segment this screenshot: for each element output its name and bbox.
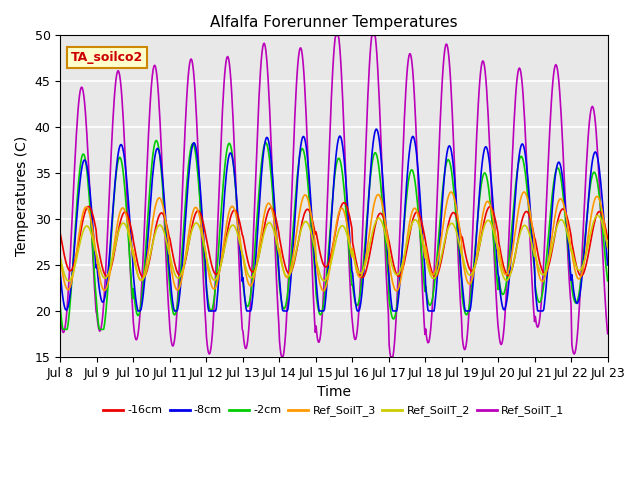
-2cm	[152, 138, 160, 144]
-16cm	[418, 220, 426, 226]
-2cm	[209, 305, 216, 311]
Ref_SoilT_2	[124, 227, 131, 232]
-8cm	[604, 262, 611, 268]
Ref_SoilT_3	[178, 275, 186, 280]
-16cm	[56, 231, 64, 237]
Y-axis label: Temperatures (C): Temperatures (C)	[15, 136, 29, 256]
Text: TA_soilco2: TA_soilco2	[71, 51, 143, 64]
Title: Alfalfa Forerunner Temperatures: Alfalfa Forerunner Temperatures	[210, 15, 458, 30]
-16cm	[67, 268, 74, 274]
Legend: -16cm, -8cm, -2cm, Ref_SoilT_3, Ref_SoilT_2, Ref_SoilT_1: -16cm, -8cm, -2cm, Ref_SoilT_3, Ref_Soil…	[99, 401, 569, 421]
Ref_SoilT_2	[401, 249, 409, 254]
Ref_SoilT_1	[332, 33, 340, 38]
Ref_SoilT_2	[56, 255, 64, 261]
-8cm	[179, 254, 187, 260]
-2cm	[56, 304, 64, 310]
-8cm	[123, 175, 131, 181]
Line: -16cm: -16cm	[60, 203, 607, 277]
Ref_SoilT_2	[179, 266, 187, 272]
Ref_SoilT_3	[56, 255, 64, 261]
-2cm	[124, 218, 131, 224]
Ref_SoilT_3	[520, 189, 528, 195]
-16cm	[358, 275, 366, 280]
-2cm	[60, 326, 67, 332]
Ref_SoilT_3	[417, 228, 425, 234]
-2cm	[604, 278, 611, 284]
-16cm	[604, 236, 611, 242]
Line: -2cm: -2cm	[60, 141, 607, 329]
-8cm	[372, 126, 380, 132]
Ref_SoilT_3	[320, 288, 328, 294]
Ref_SoilT_1	[418, 274, 426, 279]
-8cm	[418, 222, 426, 228]
-16cm	[402, 252, 410, 257]
Ref_SoilT_1	[178, 197, 186, 203]
Line: Ref_SoilT_1: Ref_SoilT_1	[60, 36, 607, 357]
Ref_SoilT_2	[594, 213, 602, 218]
Ref_SoilT_3	[207, 281, 215, 287]
-8cm	[67, 291, 74, 297]
-2cm	[402, 201, 410, 207]
-8cm	[208, 308, 216, 314]
Ref_SoilT_3	[604, 245, 611, 251]
X-axis label: Time: Time	[317, 385, 351, 399]
Line: Ref_SoilT_2: Ref_SoilT_2	[60, 216, 607, 281]
Ref_SoilT_2	[65, 278, 72, 284]
Ref_SoilT_3	[401, 249, 409, 255]
Ref_SoilT_3	[67, 284, 74, 289]
Ref_SoilT_2	[604, 244, 611, 250]
Ref_SoilT_2	[417, 230, 425, 236]
Ref_SoilT_1	[123, 183, 131, 189]
-16cm	[123, 210, 131, 216]
Ref_SoilT_2	[208, 274, 216, 280]
Line: -8cm: -8cm	[60, 129, 607, 311]
Ref_SoilT_1	[604, 331, 611, 336]
-2cm	[418, 254, 426, 260]
-2cm	[180, 227, 188, 232]
-16cm	[340, 200, 348, 205]
Ref_SoilT_2	[67, 276, 75, 282]
Ref_SoilT_1	[278, 354, 285, 360]
-8cm	[134, 308, 142, 314]
Ref_SoilT_1	[67, 255, 74, 261]
Line: Ref_SoilT_3: Ref_SoilT_3	[60, 192, 607, 291]
Ref_SoilT_3	[123, 214, 131, 219]
-8cm	[402, 191, 410, 197]
-16cm	[178, 270, 186, 276]
Ref_SoilT_1	[402, 86, 410, 92]
-16cm	[207, 259, 215, 265]
-8cm	[56, 271, 64, 277]
Ref_SoilT_1	[207, 345, 215, 350]
-2cm	[67, 290, 75, 296]
Ref_SoilT_1	[56, 313, 64, 319]
